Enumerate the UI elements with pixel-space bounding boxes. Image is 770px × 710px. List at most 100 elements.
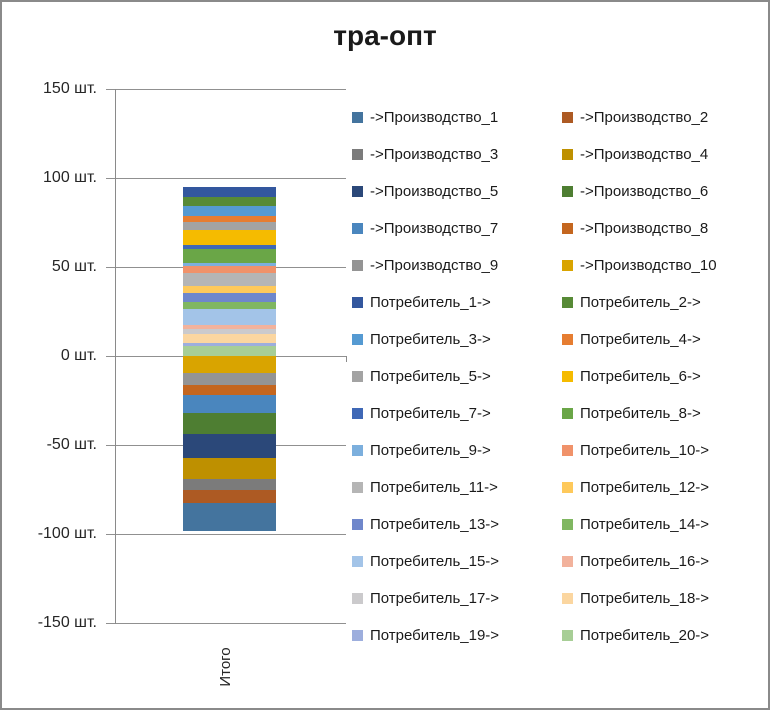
legend-label: Потребитель_8-> — [580, 405, 701, 422]
bar-segment[interactable] — [183, 302, 276, 309]
gridline — [106, 89, 346, 90]
legend-item[interactable]: ->Производство_3 — [352, 146, 562, 163]
bar-segment[interactable] — [183, 216, 276, 223]
bar-segment[interactable] — [183, 308, 276, 325]
bar-segment[interactable] — [183, 229, 276, 245]
bar-segment[interactable] — [183, 263, 276, 267]
y-axis-tick-label: -50 шт. — [46, 436, 97, 453]
bar-segment[interactable] — [183, 490, 276, 503]
legend-item[interactable]: Потребитель_2-> — [562, 294, 768, 311]
legend-item[interactable]: Потребитель_12-> — [562, 479, 768, 496]
legend-item[interactable]: ->Производство_1 — [352, 109, 562, 126]
y-axis-tick-label: -150 шт. — [37, 614, 97, 631]
legend-label: Потребитель_13-> — [370, 516, 500, 533]
bar-segment[interactable] — [183, 196, 276, 207]
stacked-bar[interactable] — [183, 186, 276, 532]
legend-item[interactable]: Потребитель_14-> — [562, 516, 768, 533]
legend-item[interactable]: Потребитель_17-> — [352, 590, 562, 607]
legend-swatch — [352, 482, 363, 493]
legend-label: ->Производство_1 — [370, 109, 499, 126]
bar-segment[interactable] — [183, 502, 276, 532]
bar-segment[interactable] — [183, 324, 276, 330]
legend-label: ->Производство_8 — [580, 220, 709, 237]
legend-item[interactable]: Потребитель_18-> — [562, 590, 768, 607]
legend-item[interactable]: Потребитель_1-> — [352, 294, 562, 311]
legend-item[interactable]: Потребитель_3-> — [352, 331, 562, 348]
legend-swatch — [352, 223, 363, 234]
legend-label: Потребитель_10-> — [580, 442, 710, 459]
bar-segment[interactable] — [183, 434, 276, 459]
bar-segment[interactable] — [183, 394, 276, 413]
chart-title[interactable]: тра-опт — [333, 20, 437, 51]
y-axis-tick-label: -100 шт. — [37, 525, 97, 542]
legend-label: Потребитель_9-> — [370, 442, 491, 459]
legend-item[interactable]: Потребитель_11-> — [352, 479, 562, 496]
legend-label: ->Производство_9 — [370, 257, 499, 274]
category-label: Итого — [217, 647, 234, 687]
legend-label: ->Производство_6 — [580, 183, 709, 200]
bar-segment[interactable] — [183, 412, 276, 435]
bar-segment[interactable] — [183, 343, 276, 347]
bar-segment[interactable] — [183, 458, 276, 479]
bar-segment[interactable] — [183, 273, 276, 286]
legend-swatch — [352, 334, 363, 345]
legend-swatch — [352, 408, 363, 419]
legend-item[interactable]: Потребитель_5-> — [352, 368, 562, 385]
bar-segment[interactable] — [183, 285, 276, 293]
bar-segment[interactable] — [183, 244, 276, 250]
legend-item[interactable]: ->Производство_7 — [352, 220, 562, 237]
legend-label: Потребитель_6-> — [580, 368, 701, 385]
legend: ->Производство_1 ->Производство_2 ->Произв… — [352, 99, 768, 654]
bar-segment[interactable] — [183, 249, 276, 264]
legend-item[interactable]: Потребитель_10-> — [562, 442, 768, 459]
legend-item[interactable]: ->Производство_5 — [352, 183, 562, 200]
legend-item[interactable]: ->Производство_2 — [562, 109, 768, 126]
legend-item[interactable]: ->Производство_4 — [562, 146, 768, 163]
legend-item[interactable]: Потребитель_8-> — [562, 405, 768, 422]
bar-segment[interactable] — [183, 222, 276, 230]
bar-segment[interactable] — [183, 372, 276, 386]
legend-item[interactable]: ->Производство_8 — [562, 220, 768, 237]
bar-segment[interactable] — [183, 346, 276, 356]
legend-item[interactable]: ->Производство_6 — [562, 183, 768, 200]
legend-item[interactable]: Потребитель_6-> — [562, 368, 768, 385]
legend-item[interactable]: Потребитель_20-> — [562, 627, 768, 644]
bar-segment[interactable] — [183, 355, 276, 373]
bar-segment[interactable] — [183, 334, 276, 344]
legend-item[interactable]: Потребитель_9-> — [352, 442, 562, 459]
legend-swatch — [562, 186, 573, 197]
gridline — [106, 623, 346, 624]
legend-label: Потребитель_11-> — [370, 479, 498, 496]
legend-swatch — [562, 630, 573, 641]
legend-swatch — [562, 297, 573, 308]
legend-item[interactable]: Потребитель_19-> — [352, 627, 562, 644]
legend-item[interactable]: Потребитель_13-> — [352, 516, 562, 533]
legend-label: Потребитель_19-> — [370, 627, 500, 644]
bar-segment[interactable] — [183, 385, 276, 395]
bar-segment[interactable] — [183, 186, 276, 197]
legend-item[interactable]: ->Производство_10 — [562, 257, 768, 274]
legend-swatch — [352, 445, 363, 456]
legend-swatch — [562, 334, 573, 345]
y-axis-tick-label: 0 шт. — [60, 347, 97, 364]
legend-swatch — [562, 482, 573, 493]
legend-label: Потребитель_20-> — [580, 627, 710, 644]
legend-item[interactable]: Потребитель_7-> — [352, 405, 562, 422]
legend-swatch — [562, 260, 573, 271]
legend-label: Потребитель_2-> — [580, 294, 701, 311]
legend-label: Потребитель_18-> — [580, 590, 710, 607]
bar-segment[interactable] — [183, 329, 276, 335]
bar-segment[interactable] — [183, 478, 276, 491]
bar-segment[interactable] — [183, 292, 276, 303]
legend-item[interactable]: Потребитель_15-> — [352, 553, 562, 570]
bar-segment[interactable] — [183, 206, 276, 217]
legend-swatch — [562, 556, 573, 567]
legend-item[interactable]: Потребитель_16-> — [562, 553, 768, 570]
legend-item[interactable]: ->Производство_9 — [352, 257, 562, 274]
legend-label: Потребитель_3-> — [370, 331, 491, 348]
legend-item[interactable]: Потребитель_4-> — [562, 331, 768, 348]
bar-segment[interactable] — [183, 266, 276, 274]
category-axis-tick — [346, 356, 347, 362]
y-axis-tick-label: 150 шт. — [43, 80, 97, 97]
